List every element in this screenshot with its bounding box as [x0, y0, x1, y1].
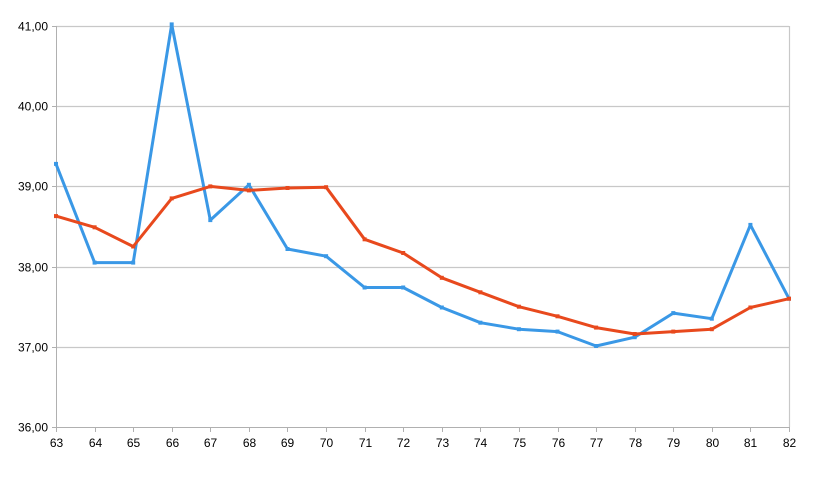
x-tick-label: 75: [513, 436, 527, 450]
y-tick-label: 36,00: [18, 421, 48, 435]
data-point: [285, 186, 290, 190]
data-point: [709, 316, 714, 321]
series-lines: [54, 22, 791, 348]
y-tick-labels: 36,00 37,00 38,00 39,00 40,00 41,00: [18, 20, 48, 435]
x-tick-label: 77: [590, 436, 604, 450]
x-tick-label: 80: [706, 436, 720, 450]
data-point: [401, 251, 406, 255]
data-point: [671, 311, 676, 316]
x-tick-label: 66: [166, 436, 180, 450]
x-tick-label: 63: [50, 436, 64, 450]
x-tick-label: 71: [359, 436, 373, 450]
x-tick-label: 67: [204, 436, 218, 450]
x-tick-label: 82: [783, 436, 797, 450]
data-point: [324, 254, 329, 259]
data-point: [516, 327, 521, 332]
data-point: [131, 244, 136, 249]
data-point: [131, 260, 136, 265]
data-point: [246, 188, 251, 193]
series-line-2: [54, 184, 791, 336]
data-point: [671, 329, 676, 334]
x-tick-label: 79: [667, 436, 681, 450]
x-tick-label: 76: [552, 436, 566, 450]
x-tick-label: 73: [436, 436, 450, 450]
y-tick-label: 39,00: [18, 180, 48, 194]
y-tick-label: 41,00: [18, 20, 48, 34]
x-tick-labels: 63 64 65 66 67 68 69 70 71 72 73 74 75 76 77 78 79 80 81 82: [50, 436, 797, 450]
x-tick-label: 78: [629, 436, 643, 450]
y-tick-label: 37,00: [18, 341, 48, 355]
data-point: [555, 329, 560, 334]
data-point: [787, 296, 791, 301]
data-point: [632, 335, 637, 340]
data-point: [478, 320, 483, 325]
x-tick-label: 72: [397, 436, 411, 450]
data-point: [54, 161, 58, 166]
y-tick-label: 40,00: [18, 100, 48, 114]
series-line-1: [54, 22, 791, 348]
data-point: [285, 247, 290, 251]
x-tick-label: 81: [744, 436, 758, 450]
data-point: [594, 325, 599, 330]
x-tick-label: 69: [281, 436, 295, 450]
data-point: [362, 285, 367, 290]
axes: [52, 26, 790, 432]
data-point: [208, 218, 213, 223]
data-point: [594, 344, 599, 348]
data-point: [92, 225, 97, 230]
data-point: [169, 22, 174, 27]
data-point: [632, 332, 637, 336]
data-point: [748, 222, 753, 227]
data-point: [208, 184, 213, 189]
data-point: [555, 314, 560, 319]
data-point: [246, 182, 251, 187]
x-tick-label: 74: [474, 436, 488, 450]
data-point: [324, 185, 329, 190]
x-tick-label: 65: [127, 436, 141, 450]
data-point: [439, 305, 444, 310]
x-tick-label: 64: [89, 436, 103, 450]
data-point: [401, 285, 406, 290]
data-point: [362, 237, 367, 242]
data-point: [748, 305, 753, 310]
data-point: [169, 196, 174, 201]
gridlines: [56, 25, 791, 427]
y-tick-label: 38,00: [18, 261, 48, 275]
data-point: [92, 260, 97, 265]
data-point: [478, 290, 483, 295]
data-point: [516, 304, 521, 309]
data-point: [709, 327, 714, 332]
data-point: [439, 275, 444, 280]
x-tick-label: 68: [243, 436, 257, 450]
x-tick-label: 70: [320, 436, 334, 450]
data-point: [54, 214, 58, 219]
